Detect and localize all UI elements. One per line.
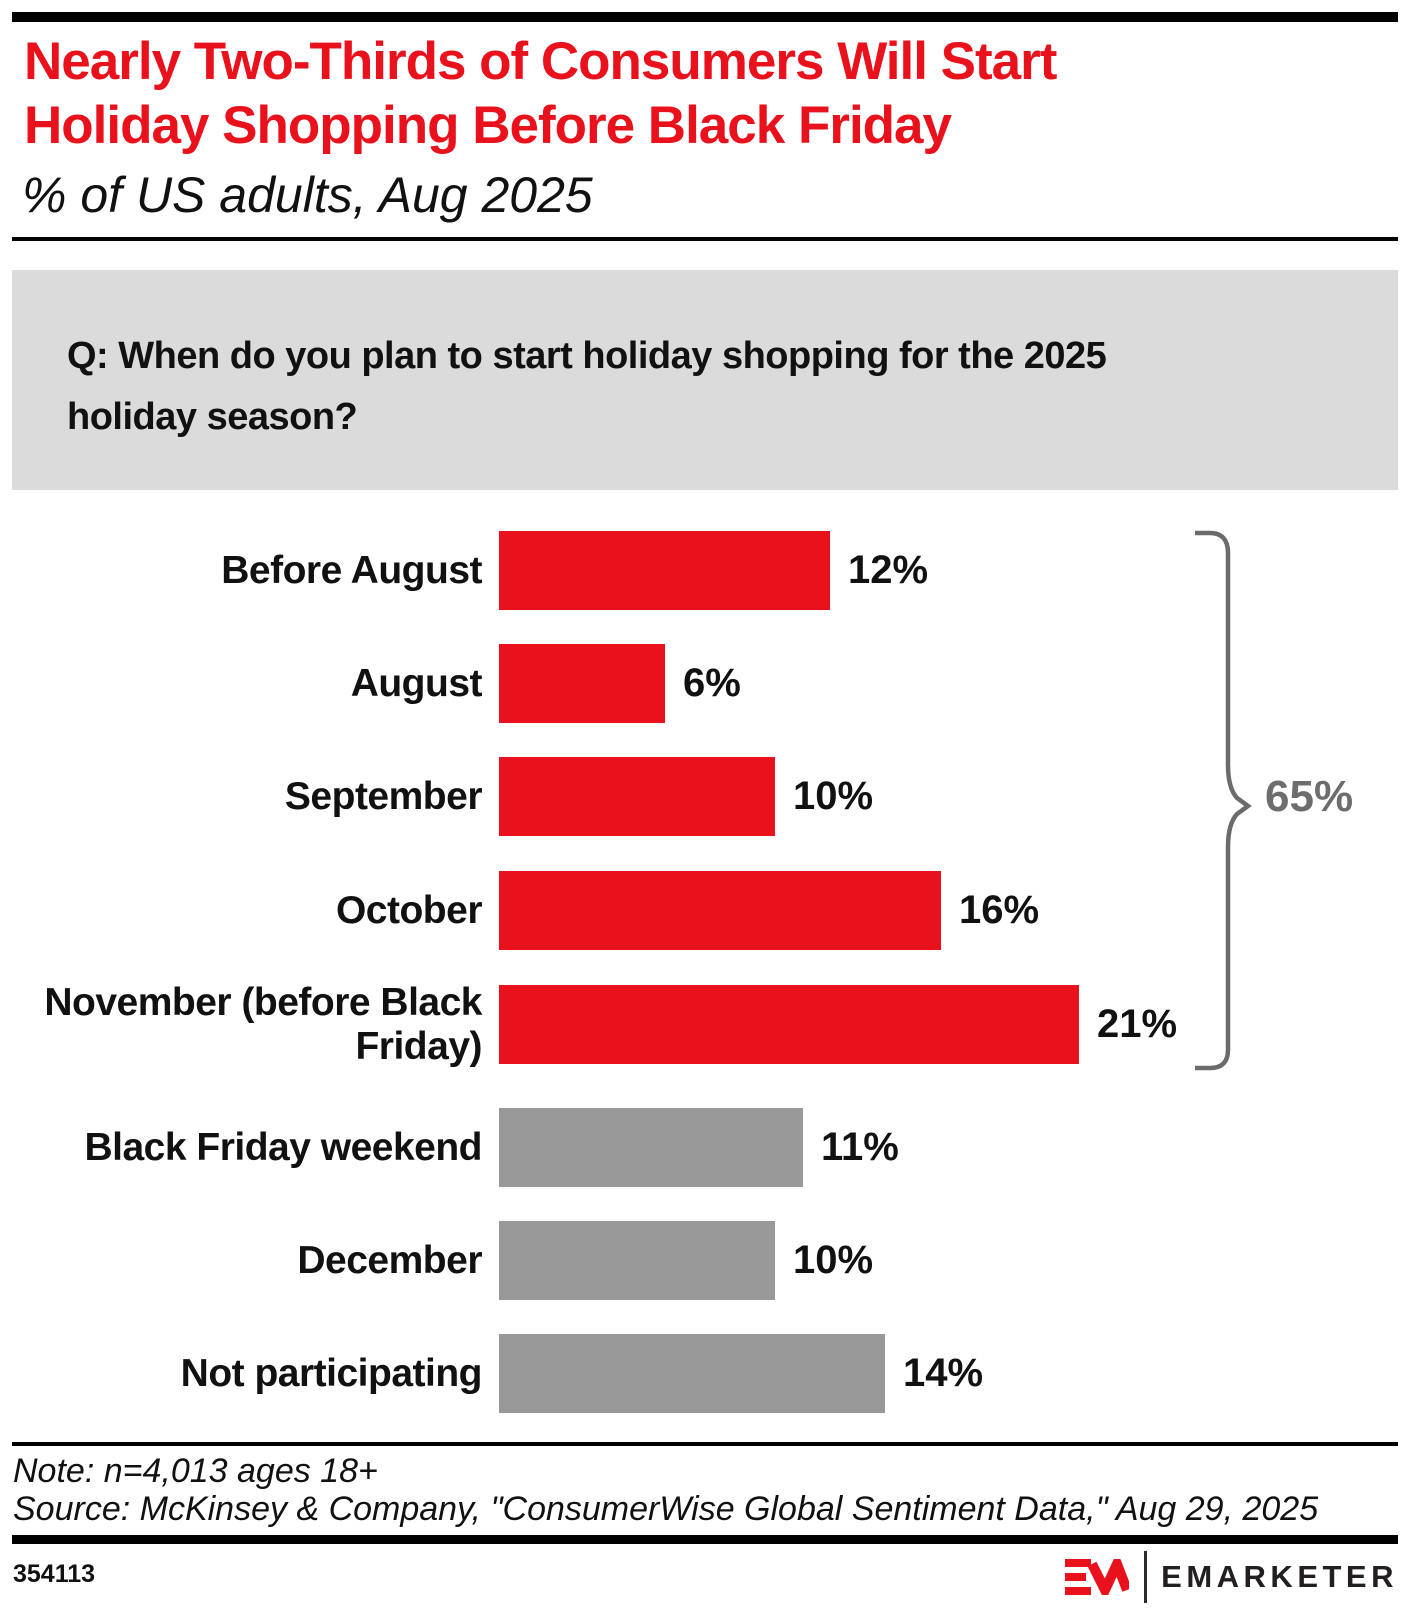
- emarketer-logo-mark-icon: [1065, 1559, 1130, 1595]
- bar-highlight: [499, 757, 775, 836]
- bar-row: October 16%: [0, 871, 1410, 950]
- bar-value-label: 6%: [683, 661, 741, 705]
- note-text: Note: n=4,013 ages 18+: [13, 1452, 378, 1490]
- bar-row: November (before Black Friday) 21%: [0, 981, 1410, 1068]
- bar-highlight: [499, 871, 941, 950]
- bar-neutral: [499, 1334, 885, 1413]
- bar-highlight: [499, 531, 830, 610]
- category-label: November (before Black Friday): [44, 980, 482, 1068]
- category-label: August: [350, 661, 483, 705]
- category-label: December: [297, 1238, 482, 1282]
- bar-neutral: [499, 1221, 775, 1300]
- bar-value-label: 16%: [959, 888, 1040, 932]
- title-line-2: Holiday Shopping Before Black Friday: [24, 96, 952, 155]
- chart-subtitle: % of US adults, Aug 2025: [22, 167, 593, 223]
- emarketer-wordmark: EMARKETER: [1161, 1559, 1398, 1594]
- page-title: Nearly Two-Thirds of Consumers Will Star…: [24, 30, 1394, 158]
- bar-row: September 10%: [0, 757, 1410, 836]
- header-divider: [12, 237, 1398, 241]
- title-line-1: Nearly Two-Thirds of Consumers Will Star…: [24, 32, 1057, 91]
- footer-divider: [12, 1535, 1398, 1544]
- bar-highlight: [499, 985, 1079, 1064]
- category-label: October: [335, 888, 483, 932]
- bar-value-label: 10%: [793, 1238, 874, 1282]
- brace-total-label: 65%: [1265, 772, 1354, 821]
- bar-highlight: [499, 644, 665, 723]
- bar-row: August 6%: [0, 644, 1410, 723]
- note-divider: [12, 1442, 1398, 1446]
- bar-row: Before August 12%: [0, 531, 1410, 610]
- bar-value-label: 12%: [848, 548, 929, 592]
- category-label: Not participating: [180, 1351, 483, 1395]
- brace-icon: [1195, 530, 1252, 1071]
- bar-value-label: 14%: [903, 1351, 984, 1395]
- bar-value-label: 10%: [793, 774, 874, 818]
- bar-neutral: [499, 1108, 803, 1187]
- emarketer-logo: EMARKETER: [1065, 1551, 1398, 1603]
- chart-id: 354113: [13, 1560, 96, 1588]
- bar-row: Not participating 14%: [0, 1334, 1410, 1413]
- question-box: Q: When do you plan to start holiday sho…: [12, 270, 1398, 490]
- source-text: Source: McKinsey & Company, "ConsumerWis…: [13, 1490, 1319, 1528]
- category-label: Before August: [221, 548, 482, 592]
- top-rule: [12, 12, 1398, 22]
- logo-divider: [1144, 1551, 1148, 1603]
- bar-row: December 10%: [0, 1221, 1410, 1300]
- bar-value-label: 11%: [821, 1125, 899, 1169]
- question-line-2: holiday season?: [67, 396, 358, 438]
- category-label: Black Friday weekend: [84, 1125, 482, 1169]
- question-line-1: Q: When do you plan to start holiday sho…: [67, 335, 1107, 377]
- bar-row: Black Friday weekend 11%: [0, 1108, 1410, 1187]
- bar-value-label: 21%: [1097, 1002, 1178, 1046]
- category-label: September: [284, 774, 483, 818]
